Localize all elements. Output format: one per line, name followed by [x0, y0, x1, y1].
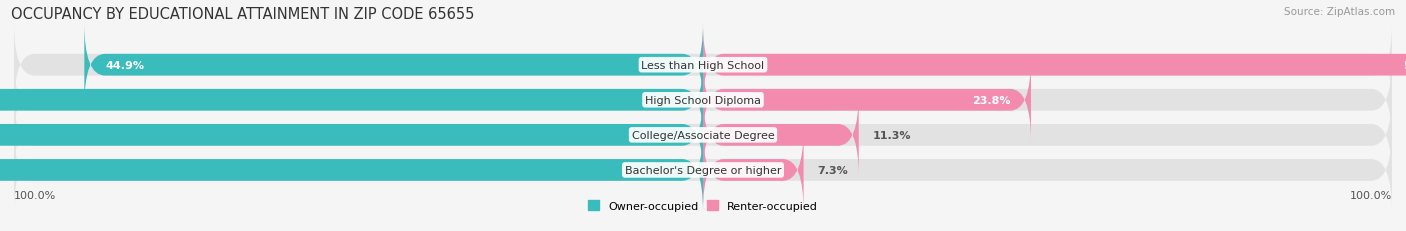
Text: 7.3%: 7.3%: [817, 165, 848, 175]
Text: Less than High School: Less than High School: [641, 61, 765, 70]
Text: OCCUPANCY BY EDUCATIONAL ATTAINMENT IN ZIP CODE 65655: OCCUPANCY BY EDUCATIONAL ATTAINMENT IN Z…: [11, 7, 475, 22]
FancyBboxPatch shape: [14, 129, 1392, 212]
FancyBboxPatch shape: [0, 59, 703, 142]
Text: High School Diploma: High School Diploma: [645, 95, 761, 105]
FancyBboxPatch shape: [703, 59, 1031, 142]
Text: 100.0%: 100.0%: [1350, 190, 1392, 200]
FancyBboxPatch shape: [703, 129, 804, 212]
Text: 44.9%: 44.9%: [105, 61, 143, 70]
FancyBboxPatch shape: [14, 59, 1392, 142]
Text: 55.1%: 55.1%: [1403, 61, 1406, 70]
Text: 100.0%: 100.0%: [14, 190, 56, 200]
FancyBboxPatch shape: [14, 94, 1392, 177]
Text: Source: ZipAtlas.com: Source: ZipAtlas.com: [1284, 7, 1395, 17]
FancyBboxPatch shape: [703, 94, 859, 177]
FancyBboxPatch shape: [703, 24, 1406, 107]
Legend: Owner-occupied, Renter-occupied: Owner-occupied, Renter-occupied: [583, 196, 823, 215]
FancyBboxPatch shape: [0, 94, 703, 177]
FancyBboxPatch shape: [14, 24, 1392, 107]
Text: 23.8%: 23.8%: [972, 95, 1011, 105]
FancyBboxPatch shape: [84, 24, 703, 107]
Text: 11.3%: 11.3%: [873, 130, 911, 140]
FancyBboxPatch shape: [0, 129, 703, 212]
Text: College/Associate Degree: College/Associate Degree: [631, 130, 775, 140]
Text: Bachelor's Degree or higher: Bachelor's Degree or higher: [624, 165, 782, 175]
